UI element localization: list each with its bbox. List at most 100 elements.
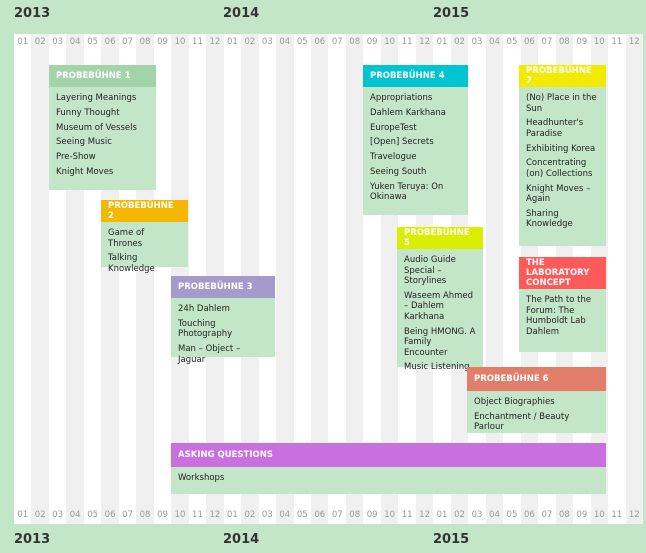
project-item: EuropeTest [370,122,417,133]
box-title: THE LABORATORY CONCEPT [519,257,606,289]
box-item-list: Layering Meanings Funny Thought Museum of … [49,87,156,186]
probebuehne-7-box: PROBEBÜHNE 7 (No) Place in the Sun Headhun… [519,65,606,246]
month-label: 01 [226,510,238,520]
box-title: PROBEBÜHNE 3 [171,276,275,298]
month-label: 12 [419,510,430,520]
month-label: 02 [454,37,465,47]
month-label: 08 [349,37,361,47]
project-item: Knight Moves – Again [526,183,591,205]
project-item: Sharing Knowledge [526,208,573,230]
project-item: Being HMONG. A Family Encounter [404,326,476,358]
month-label: 03 [261,510,273,520]
month-label: 07 [331,37,343,47]
month-label: 08 [349,510,361,520]
month-column [276,34,294,524]
month-label: 07 [541,37,553,47]
month-label: 01 [226,37,238,47]
month-label: 11 [611,510,623,520]
project-item: Concentrating (on) Collections [526,158,593,179]
month-label: 05 [87,510,99,520]
project-item: Enchantment / Beauty Parlour [474,411,570,433]
month-label: 11 [611,37,623,47]
probebuehne-5-box: PROBEBÜHNE 5 Audio Guide Special – Storyl… [397,227,483,372]
month-column [14,34,31,524]
month-label: 02 [244,510,256,520]
box-item-list: Audio Guide Special – Storylines Waseem A… [397,249,483,381]
month-label: 05 [506,510,518,520]
year-label: 2013 [14,532,51,547]
project-item: Dahlem Karkhana [370,107,446,118]
project-item: 24h Dahlem [178,304,230,314]
month-column [608,34,625,524]
box-item-list: Workshops [171,467,606,492]
month-label: 01 [17,510,29,520]
month-label: 04 [489,510,500,520]
project-item: Waseem Ahmed – Dahlem Karkhana [404,290,474,322]
month-label: 10 [593,37,605,47]
month-label: 05 [87,37,99,47]
month-label: 03 [52,37,64,47]
month-label: 06 [314,510,326,520]
month-label: 03 [471,37,483,47]
month-label: 10 [174,37,186,47]
project-item: Appropriations [370,93,433,103]
month-label: 10 [384,510,396,520]
month-label: 01 [17,37,29,47]
month-label: 06 [524,37,535,47]
month-label: 08 [139,510,151,520]
month-column [311,34,329,524]
month-label: 06 [524,510,535,520]
month-label: 02 [454,510,465,520]
month-label: 08 [558,510,570,520]
month-label: 03 [471,510,483,520]
year-label: 2015 [433,532,470,547]
project-item: Museum of Vessels [56,122,137,133]
project-item: Music Listening [404,362,470,373]
project-item: Yuken Teruya: On Okinawa [370,181,444,203]
project-item: Man – Object – Jaguar [178,344,241,365]
month-label: 10 [384,37,396,47]
probebuehne-6-box: PROBEBÜHNE 6 Object Biographies Enchantmen… [467,367,606,433]
project-item: Exhibiting Korea [526,143,596,154]
project-item: Talking Knowledge [108,253,155,274]
project-item: [Open] Secrets [370,137,434,148]
month-label: 12 [628,510,640,520]
month-label: 09 [576,510,588,520]
month-label: 05 [506,37,518,47]
probebuehne-1-box: PROBEBÜHNE 1 Layering Meanings Funny Thoug… [49,65,156,190]
project-item: Seeing South [370,166,427,177]
box-item-list: (No) Place in the Sun Headhunter's Paradi… [519,87,606,238]
project-item: Layering Meanings [56,93,137,103]
month-label: 12 [628,37,640,47]
month-label: 12 [209,37,221,47]
month-label: 02 [34,37,46,47]
month-label: 01 [436,510,448,520]
project-item: Headhunter's Paradise [526,118,584,139]
box-title: ASKING QUESTIONS [171,443,606,467]
project-item: Workshops [178,473,225,483]
month-label: 05 [296,37,308,47]
box-item-list: Object Biographies Enchantment / Beauty P… [467,391,606,441]
project-item: Knight Moves [56,166,114,177]
project-item: Pre-Show [56,152,96,163]
month-label: 04 [279,37,291,47]
project-item: Funny Thought [56,107,120,118]
month-label: 05 [296,510,308,520]
bottom-month-axis: 01 02 03 04 05 06 07 08 09 10 11 12 01 02 03 04 05 06 07 08… [14,507,643,524]
project-item: Object Biographies [474,397,555,407]
month-label: 12 [419,37,430,47]
month-label: 09 [366,37,378,47]
box-title: PROBEBÜHNE 4 [363,65,468,87]
month-label: 11 [192,37,203,47]
month-label: 09 [157,37,168,47]
month-label: 04 [489,37,500,47]
month-label: 02 [244,37,256,47]
month-label: 07 [541,510,553,520]
month-column [345,34,364,524]
year-label: 2013 [14,6,51,21]
box-title: PROBEBÜHNE 7 [519,65,606,87]
top-month-axis: 01 02 03 04 05 06 07 08 09 10 11 12 01 02 03 04 05 06 07 08… [14,34,643,51]
month-label: 01 [436,37,448,47]
month-label: 07 [331,510,343,520]
box-title: PROBEBÜHNE 6 [467,367,606,391]
